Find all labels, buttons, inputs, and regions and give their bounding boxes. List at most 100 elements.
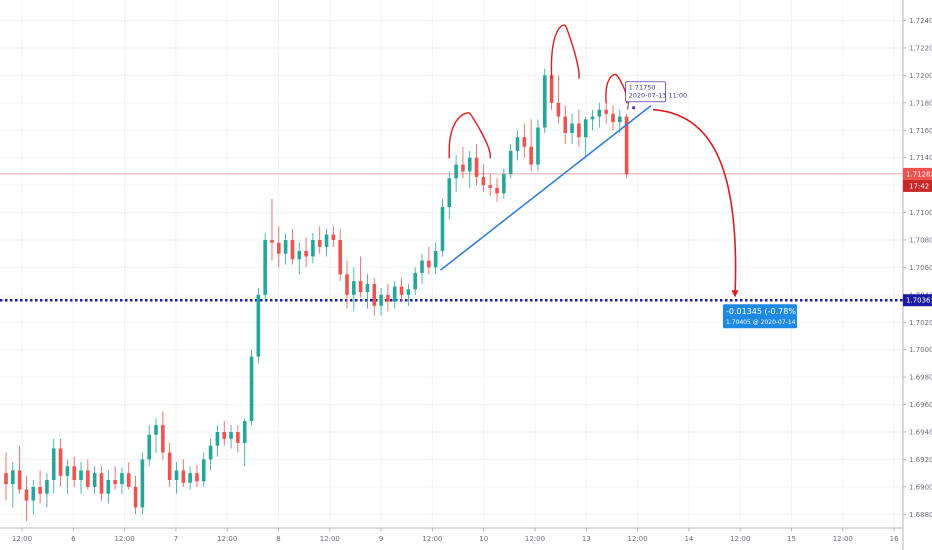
candle-body [174,470,179,480]
candle [113,466,117,490]
candle [195,464,199,487]
x-tick-label: 12:00 [833,535,853,543]
y-tick-label: 1.72000 [909,72,932,80]
candle-body [311,240,315,257]
candle-body [277,242,281,254]
candle-body [113,480,117,485]
x-tick-label: 12:00 [525,535,545,543]
candle-body [386,294,390,302]
candle [583,116,588,158]
x-tick-label: 12:00 [115,535,135,543]
candle [440,198,445,257]
candle [577,109,581,147]
candle [386,283,390,312]
candle-body [99,473,104,494]
x-tick-label: 8 [276,535,280,543]
candle [270,198,274,261]
candle-body [331,234,336,240]
candle-body [236,432,240,443]
candle [215,425,220,457]
candle [161,411,165,460]
x-tick-label: 16 [890,535,899,543]
candle-body [570,123,574,134]
candle-body [502,174,506,194]
candle-body [181,470,186,483]
candle [447,171,452,220]
candle [126,462,131,490]
head-arc [550,24,580,79]
candle-body [345,274,349,295]
candle [399,278,404,302]
candle [502,168,506,199]
candle-body [352,281,356,295]
candle-body [440,207,445,251]
candle [392,281,397,309]
y-tick-label: 1.71400 [909,154,932,162]
candle-body [11,470,15,485]
candle-body [624,116,629,175]
candle [467,150,472,188]
candle-body [454,164,458,179]
x-tick-label: 13 [582,535,591,543]
current-price-tag [903,167,932,180]
candle-body [72,466,76,480]
candle [31,480,36,515]
candle-body [195,473,199,482]
candle-body [133,486,138,508]
candle-body [549,75,554,103]
y-tick-label: 1.69800 [909,374,932,382]
candle [174,462,179,494]
candle [17,445,22,494]
candle-body [379,294,383,306]
callout-box [625,81,667,103]
x-tick-label: 14 [684,535,693,543]
candle [106,470,111,504]
overlay-back [0,173,903,302]
candle [86,459,90,490]
candle-body [338,240,342,275]
candle [413,267,417,295]
x-tick-label: 12:00 [320,535,340,543]
candle [229,425,233,449]
candle-body [317,240,322,247]
candle-body [495,187,499,194]
candle [222,421,227,446]
candle [208,438,213,471]
current-price-label: 1.71282 [906,170,932,178]
candle [556,75,561,124]
candle-body [215,432,220,446]
candle [454,154,458,192]
candle-body [515,137,520,151]
candle [297,242,302,275]
candle [311,233,315,264]
candle-body [51,448,56,480]
projection-detail: 1.70405 @ 2020-07-14 11:00 [726,319,815,326]
candle [420,253,424,284]
candle [488,174,493,197]
candle [65,459,70,494]
candle [51,438,56,494]
candle-body [154,425,158,435]
candle [542,68,547,134]
candle [249,349,254,426]
candle-body [38,486,42,494]
callout-datetime: 2020-07-13 11:00 [629,92,688,100]
candle [508,144,513,179]
candle-body [65,466,70,476]
y-tick-label: 1.70600 [909,264,932,272]
candle [147,425,152,467]
candle [283,233,288,265]
candle [58,438,63,487]
candle-body [467,157,472,172]
candle [529,119,533,172]
candle [120,467,124,494]
candle-body [522,137,527,147]
candle [563,105,568,144]
candles-layer [4,61,629,522]
left-shoulder-arc [448,112,491,159]
y-tick-label: 1.68800 [909,511,932,519]
callout-price: 1.71750 [629,84,656,92]
